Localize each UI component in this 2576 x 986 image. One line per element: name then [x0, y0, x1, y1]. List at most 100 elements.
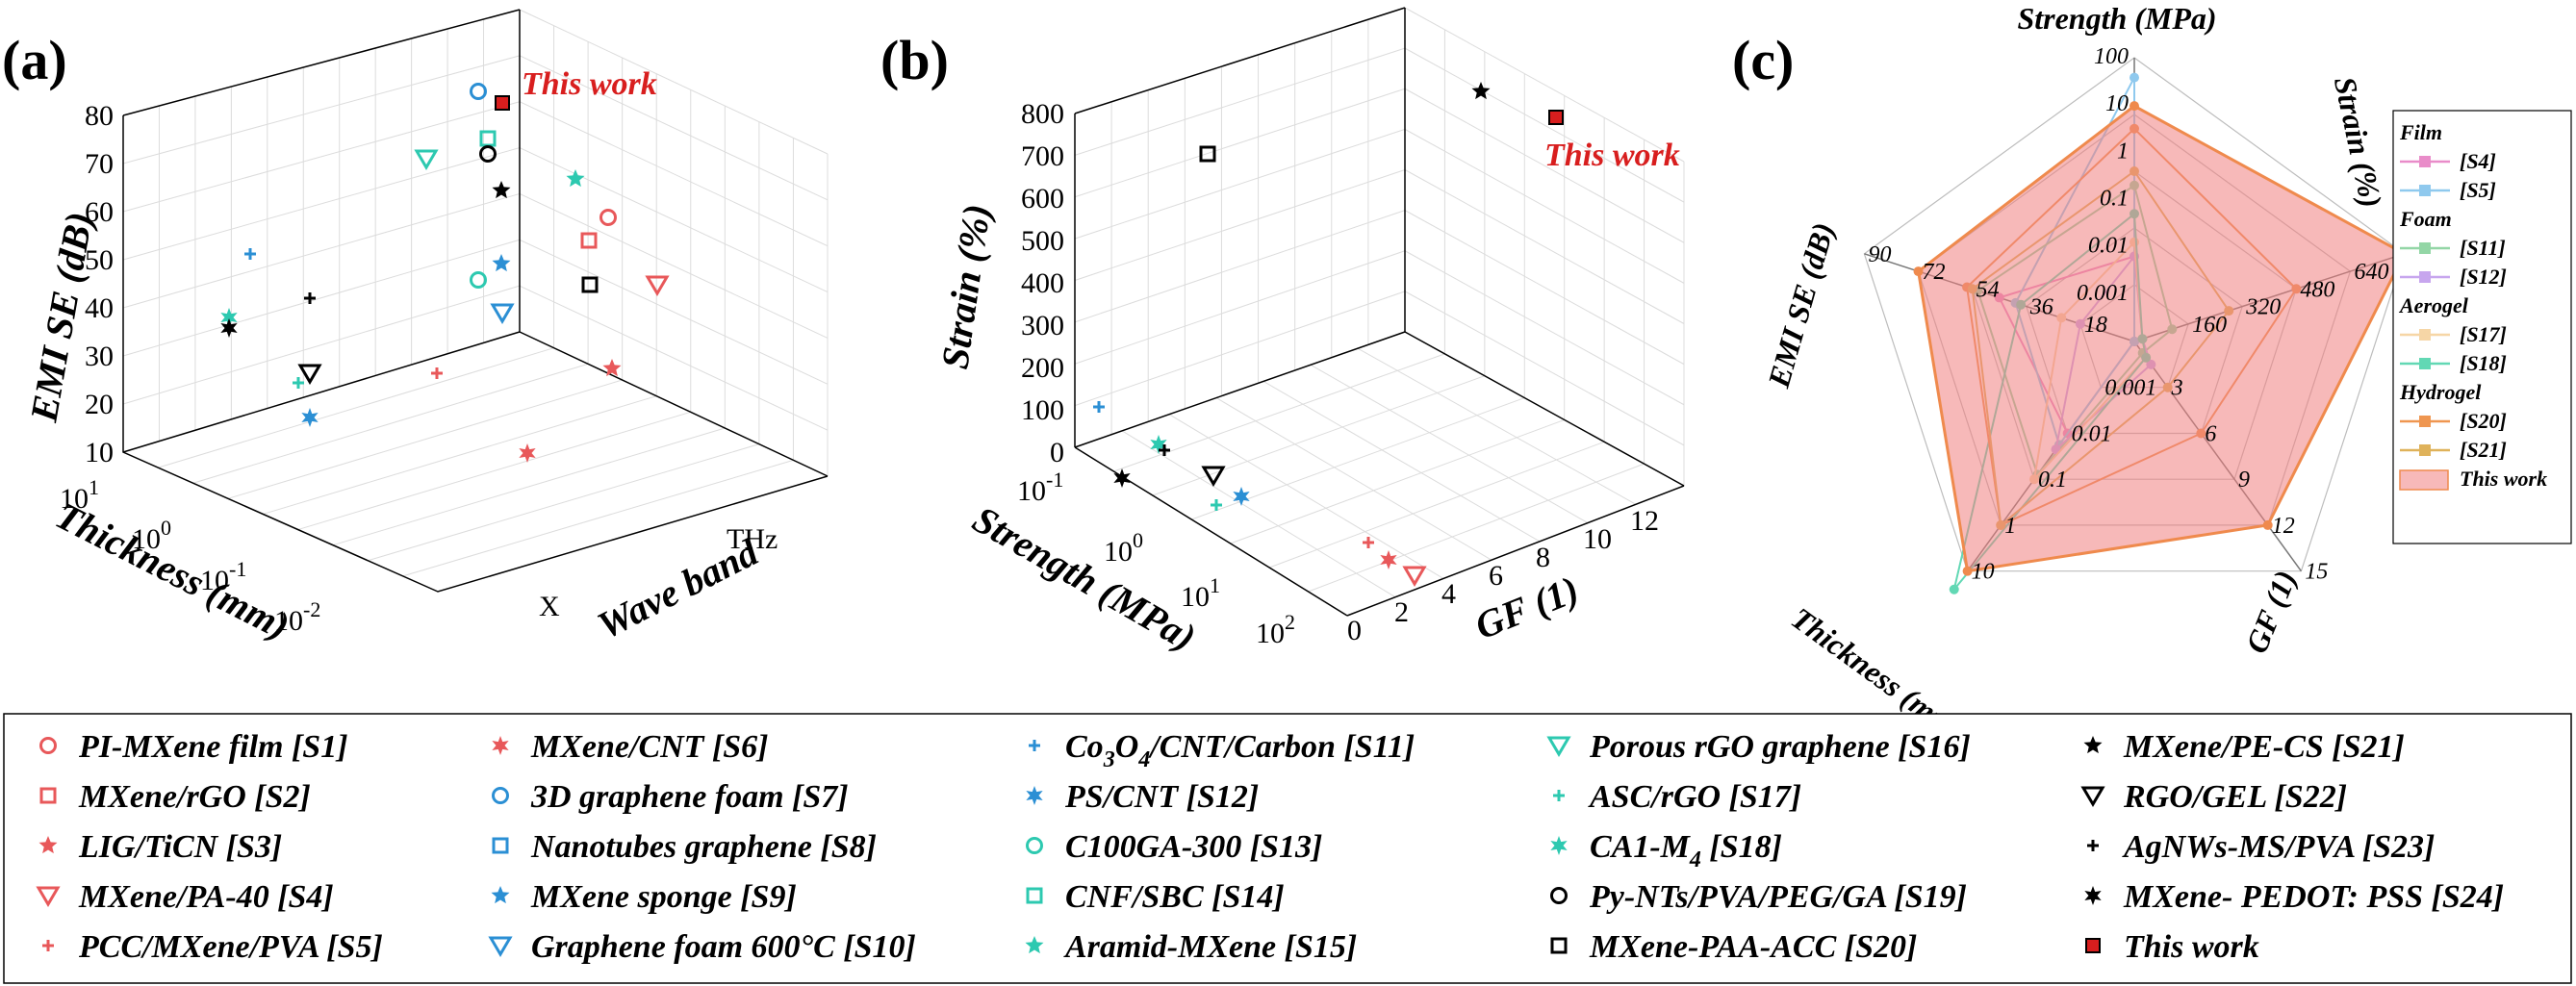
data-point-s16	[414, 149, 439, 170]
data-point-s23	[304, 292, 316, 304]
data-point-s12	[1233, 487, 1250, 506]
radar-axis-label: GF (1)	[2238, 566, 2303, 658]
legend-marker	[1553, 790, 1565, 801]
data-point-s23	[1159, 444, 1170, 456]
radar-legend-entry: [S17]	[2460, 322, 2507, 346]
legend-marker	[1026, 837, 1043, 854]
data-point-s9	[492, 254, 511, 272]
panel-c-label: (c)	[1732, 29, 1794, 91]
legend-label: PS/CNT [S12]	[1064, 779, 1259, 815]
data-point-this-work	[495, 95, 510, 111]
data-point-s7	[470, 83, 487, 100]
legend-label: Porous rGO graphene [S16]	[1589, 729, 1971, 765]
radar-tick: 0.1	[2038, 468, 2067, 493]
strain-axis-label: Strain (%)	[932, 201, 999, 371]
radar-tick: 1	[2004, 514, 2016, 539]
radar-tick: 54	[1977, 277, 2000, 302]
bottom-legend: PI-MXene film [S1] MXene/rGO [S2] LIG/TiCN…	[3, 713, 2572, 984]
radar-tick: 320	[2245, 295, 2281, 320]
band-tick: THz	[727, 523, 778, 555]
legend-label: Nanotubes graphene [S8]	[530, 829, 877, 865]
data-point-s18	[1150, 435, 1167, 454]
legend-label: AgNWs-MS/PVA [S23]	[2122, 829, 2435, 865]
data-point-s20	[1199, 145, 1216, 163]
data-point-s21	[492, 181, 511, 199]
legend-marker	[1026, 786, 1043, 805]
data-point-s1	[599, 209, 617, 226]
radar-tick: 90	[1868, 242, 1891, 267]
legend-marker	[492, 837, 509, 854]
legend-label: RGO/GEL [S22]	[2123, 779, 2347, 815]
legend-label: C100GA-300 [S13]	[1065, 829, 1322, 865]
radar-tick: 72	[1923, 260, 1946, 285]
strength-tick: 101	[1181, 573, 1220, 613]
legend-marker	[1026, 887, 1043, 904]
radar-tick: 640	[2354, 260, 2388, 285]
band-tick: X	[539, 591, 560, 622]
strain-tick: 500	[1021, 225, 1064, 257]
data-point-s5	[1363, 537, 1374, 548]
legend-marker	[2080, 786, 2105, 807]
strength-tick: 102	[1256, 610, 1295, 649]
radar-tick: 0.001	[2104, 376, 2156, 401]
legend-label: CNF/SBC [S14]	[1065, 879, 1285, 915]
radar-tick: 10	[1972, 560, 1995, 585]
strength-tick: 10-1	[1017, 468, 1063, 507]
data-point-s18	[220, 308, 238, 327]
legend-marker	[42, 940, 54, 951]
radar-tick: 18	[2084, 313, 2107, 338]
legend-marker	[2083, 736, 2103, 754]
legend-label: Graphene foam 600°C [S10]	[531, 929, 916, 965]
legend-label: 3D graphene foam [S7]	[530, 779, 849, 815]
legend-label: Py-NTs/PVA/PEG/GA [S19]	[1589, 879, 1967, 915]
radar-legend-entry: This work	[2460, 467, 2547, 491]
gf-tick: 8	[1536, 542, 1550, 573]
data-point-s3	[602, 359, 622, 377]
radar-legend-entry: [S21]	[2460, 438, 2507, 462]
legend-label: MXene/PA-40 [S4]	[78, 879, 334, 915]
data-point-s17	[1211, 499, 1222, 511]
data-point-s21	[1471, 82, 1491, 100]
legend-marker	[38, 836, 58, 854]
emi-tick: 50	[85, 244, 114, 276]
legend-marker	[488, 936, 513, 957]
data-point-s22	[1201, 466, 1226, 487]
strain-tick: 100	[1021, 394, 1064, 426]
radar-legend-group: Aerogel	[2398, 293, 2469, 317]
data-point-s17	[293, 377, 304, 389]
gf-tick: 2	[1394, 596, 1409, 628]
emi-tick: 10	[85, 437, 114, 468]
radar-tick: 15	[2305, 560, 2328, 585]
legend-marker	[2084, 886, 2102, 905]
thickness-axis-label: Thickness (mm)	[49, 493, 296, 648]
radar-tick: 100	[2094, 44, 2129, 69]
legend-marker	[2085, 938, 2101, 953]
radar-legend-entry: [S5]	[2460, 178, 2496, 202]
data-point-s11	[1093, 401, 1105, 413]
legend-label: Aramid-MXene [S15]	[1063, 929, 1357, 965]
radar-tick: 0.01	[2072, 421, 2112, 446]
gf-tick: 0	[1347, 615, 1362, 646]
legend-label: ASC/rGO [S17]	[1588, 779, 1801, 815]
radar-axis-label: EMI SE (dB)	[1761, 218, 1841, 392]
radar-tick: 3	[2171, 376, 2183, 401]
data-point-s22	[297, 364, 322, 385]
legend-marker	[1550, 836, 1568, 855]
strain-tick: 0	[1050, 437, 1064, 468]
legend-marker	[1550, 887, 1568, 904]
legend-marker	[2087, 840, 2099, 851]
data-point-s2	[580, 232, 598, 249]
emi-tick: 70	[85, 148, 114, 180]
strain-tick: 800	[1021, 98, 1064, 130]
legend-marker	[491, 886, 510, 904]
data-point-s6	[519, 443, 536, 463]
this-work-annotation-a: This work	[522, 66, 657, 102]
radar-tick: 480	[2300, 277, 2334, 302]
panel-b-label: (b)	[880, 29, 949, 91]
radar-legend-group: Film	[2399, 120, 2442, 144]
legend-marker	[492, 736, 509, 755]
radar-tick: 12	[2272, 514, 2295, 539]
